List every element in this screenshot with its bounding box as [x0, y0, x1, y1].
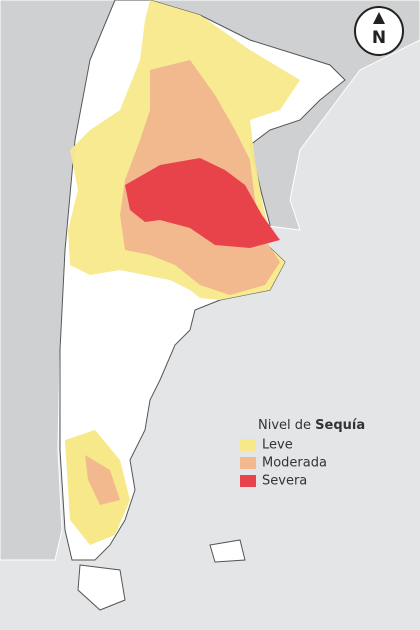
legend: Leve Moderada Severa [240, 438, 327, 489]
severa-region [125, 158, 280, 248]
legend-title: Nivel de Sequía [258, 418, 365, 433]
compass-label: N [372, 28, 386, 48]
legend-title-bold: Sequía [315, 418, 365, 433]
malvinas [209, 539, 246, 563]
legend-label: Leve [262, 438, 293, 453]
compass [354, 6, 404, 56]
legend-swatch [240, 475, 256, 487]
tierra-del-fuego [77, 564, 126, 611]
legend-label: Moderada [262, 456, 327, 471]
legend-swatch [240, 439, 256, 451]
legend-swatch [240, 457, 256, 469]
compass-arrow [373, 12, 385, 24]
moderada-region-south [85, 455, 120, 505]
legend-title-text: Nivel de [258, 418, 311, 433]
legend-label: Severa [262, 474, 307, 489]
